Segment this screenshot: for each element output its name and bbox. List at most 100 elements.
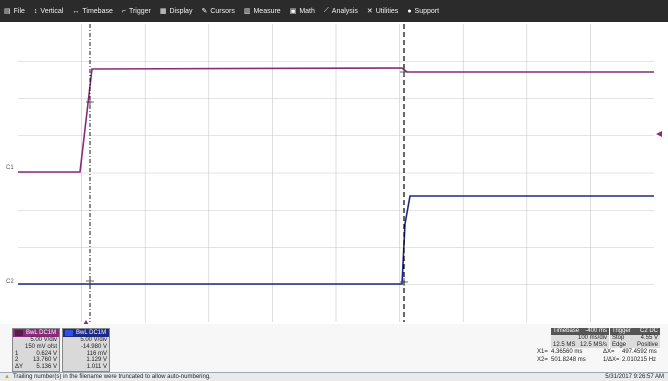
trigger-header: Trigger C2 DC	[610, 328, 660, 335]
cursor-x2-ch1-marker	[400, 68, 408, 76]
ch1-descriptor[interactable]: BwL DC1M 5.00 V/div 150 mV ofst 1 0.624 V…	[12, 328, 60, 372]
warning-icon: ▲	[4, 374, 10, 380]
status-timestamp: 5/31/2017 9:26:57 AM	[605, 374, 664, 380]
timebase-row: 12.5 MS 12.5 MS/s	[551, 341, 609, 349]
menu-label: Trigger	[128, 7, 151, 15]
cursor-dx-label: ΔX=	[603, 349, 615, 355]
analysis-icon: ⟋	[323, 7, 329, 14]
trigger-slope: Positive	[636, 341, 658, 348]
ch2-row-value: 1.011 V	[86, 364, 107, 371]
menu-vertical[interactable]: ↕ Vertical	[34, 8, 63, 15]
ch1-ground-marker[interactable]: C1	[6, 165, 14, 171]
ch1-row-label: 2	[15, 357, 19, 364]
menu-math[interactable]: ▣ Math	[290, 7, 315, 16]
cursor-inv-value: 2.010215 Hz	[622, 357, 657, 363]
trigger-descriptor[interactable]: Trigger C2 DC Stop 4.55 V Edge Positive	[610, 328, 660, 349]
ch2-row-label	[63, 364, 65, 371]
status-bar: ▲ Trailing number(s) in the filename wer…	[0, 372, 668, 381]
menu-label: Measure	[253, 7, 281, 15]
menu-label: Support	[414, 7, 440, 15]
ch1-swatch	[15, 330, 23, 336]
cursor-x1-ch1-marker	[86, 98, 94, 106]
ch1-row-value: 0.624 V	[36, 350, 57, 357]
menu-label: Timebase	[82, 7, 113, 15]
cursor-inv-label: 1/ΔX=	[603, 357, 620, 363]
ch1-trace	[18, 67, 654, 173]
menu-trigger[interactable]: ⌐ Trigger	[122, 8, 151, 15]
status-message: Trailing number(s) in the filename were …	[12, 374, 211, 380]
menu-label: Vertical	[40, 7, 64, 15]
menu-bar: ▤ File ↕ Vertical ↔ Timebase ⌐ Trigger ▦ Display ✎…	[0, 0, 668, 22]
ch1-row-label: ΔY	[15, 364, 24, 371]
info-panel: BwL DC1M 5.00 V/div 150 mV ofst 1 0.624 V…	[0, 324, 668, 372]
cursor-x2-value: 501.8248 ms	[551, 357, 586, 363]
timebase-rate: 12.5 MS/s	[579, 341, 607, 348]
cursor-x1-value: 4.36560 ms	[551, 349, 583, 355]
ch2-row-value: 116 mV	[86, 350, 107, 357]
ch2-ground-marker[interactable]: C2	[6, 279, 14, 285]
trigger-icon: ⌐	[121, 7, 126, 15]
menu-display[interactable]: ▦ Display	[159, 7, 193, 16]
menu-label: File	[13, 7, 25, 15]
menu-support[interactable]: ● Support	[407, 8, 439, 15]
ch2-offset: -14.980 V	[80, 343, 107, 350]
menu-analysis[interactable]: ⟋ Analysis	[324, 7, 358, 15]
menu-cursors[interactable]: ✎ Cursors	[201, 7, 235, 16]
ch2-row-label	[63, 351, 65, 358]
trigger-mode: Stop	[612, 334, 625, 341]
ch2-swatch	[65, 330, 73, 336]
ch1-row-value: 13.760 V	[32, 357, 57, 364]
timebase-header: Timebase -400 ms	[551, 328, 609, 335]
menu-label: Utilities	[375, 7, 399, 15]
ch2-values: 5.00 V/div -14.980 V 116 mV 1.129 V 1.01…	[63, 337, 109, 371]
trigger-channel: C2 DC	[639, 328, 658, 334]
timebase-row: 100 ms/div	[551, 334, 609, 342]
vertical-icon: ↕	[33, 7, 38, 15]
menu-label: Math	[299, 7, 315, 15]
ch2-row-label	[63, 357, 65, 364]
ch2-header: BwL DC1M	[63, 329, 109, 337]
file-icon: ▤	[4, 8, 11, 15]
cursor-x2-label: X2=	[537, 357, 548, 363]
menu-measure[interactable]: ▥ Measure	[243, 7, 281, 16]
ch1-row-label: 1	[15, 350, 19, 357]
timebase-samples: 12.5 MS	[553, 341, 576, 348]
ch1-values: 5.00 V/div 150 mV ofst 1 0.624 V 2 13.760 …	[13, 337, 59, 371]
trigger-row: Edge Positive	[610, 341, 660, 349]
cursors-icon: ✎	[201, 8, 208, 15]
ch2-title: BwL DC1M	[76, 329, 107, 336]
ch2-vdiv: 5.00 V/div	[80, 337, 107, 343]
menu-utilities[interactable]: ✕ Utilities	[366, 7, 399, 16]
timebase-delay: -400 ms	[585, 328, 607, 334]
cursor-x1-ch2-marker	[86, 277, 94, 285]
trigger-position-marker[interactable]	[83, 320, 89, 325]
menu-timebase[interactable]: ↔ Timebase	[72, 8, 112, 15]
ch1-offset: 150 mV ofst	[24, 343, 57, 350]
menu-label: Analysis	[331, 7, 358, 15]
display-icon: ▦	[159, 8, 167, 15]
cursor-x2-ch2-marker	[400, 278, 408, 286]
waveform-graticule	[18, 24, 654, 322]
ch1-title: BwL DC1M	[26, 329, 57, 336]
support-icon: ●	[407, 7, 412, 15]
measure-icon: ▥	[243, 8, 251, 15]
ch2-descriptor[interactable]: BwL DC1M 5.00 V/div -14.980 V 116 mV 1.1…	[62, 328, 110, 372]
timebase-title: Timebase	[553, 328, 580, 334]
trigger-type: Edge	[612, 341, 627, 348]
cursor-dx-value: 497.4592 ms	[622, 349, 657, 355]
waveform-display[interactable]	[18, 24, 654, 322]
menu-file[interactable]: ▤ File	[4, 7, 25, 16]
trigger-title: Trigger	[612, 328, 631, 334]
timebase-descriptor[interactable]: Timebase -400 ms 100 ms/div 12.5 MS 12.5 M…	[551, 328, 609, 349]
trigger-row: Stop 4.55 V	[610, 334, 660, 342]
ch2-row-value: 1.129 V	[86, 357, 107, 364]
menu-label: Cursors	[210, 7, 235, 15]
cursor-x1-label: X1=	[537, 349, 548, 355]
utilities-icon: ✕	[366, 8, 373, 15]
trigger-level-marker[interactable]	[656, 131, 662, 137]
timebase-icon: ↔	[72, 7, 80, 15]
ch1-row-value: 5.136 V	[36, 364, 57, 371]
menu-label: Display	[169, 7, 193, 15]
timebase-tdiv: 100 ms/div	[577, 334, 607, 341]
ch2-trace	[18, 195, 654, 285]
